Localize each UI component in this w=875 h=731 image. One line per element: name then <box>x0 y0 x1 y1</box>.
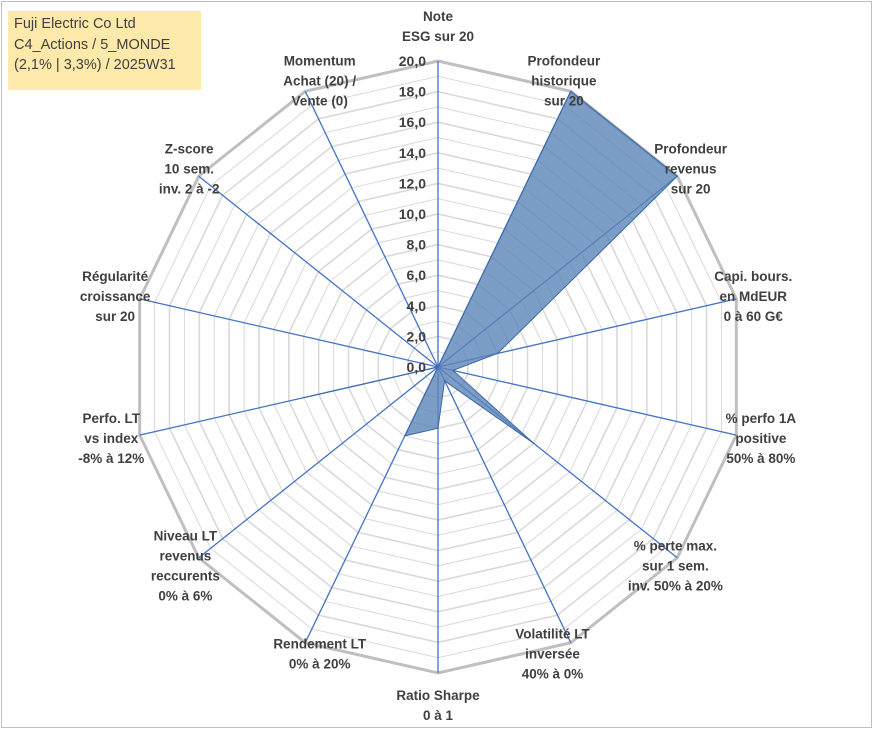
axis-label-line: Profondeur <box>528 54 601 69</box>
data-point <box>497 352 499 354</box>
axis-spoke <box>198 366 439 559</box>
axis-label-line: Momentum <box>284 54 356 69</box>
axis-label: Z-score 10 sem. inv. 2 à -2 <box>159 142 220 197</box>
axis-label: Profondeur historique sur 20 <box>528 54 601 109</box>
axis-label: % perfo 1A positive 50% à 80% <box>726 411 797 466</box>
title-line-3: (2,1% | 3,3%) / 2025W31 <box>14 57 176 73</box>
tick-label: 16,0 <box>399 114 426 130</box>
axis-label-line: Ratio Sharpe <box>396 688 480 703</box>
axis-label-line: sur 20 <box>671 182 711 197</box>
axis-label-line: Z-score <box>165 142 214 157</box>
axis-label-line: Volatilité LT <box>515 627 590 642</box>
axis-label-line: ESG sur 20 <box>402 29 474 44</box>
axis-label-line: revenus <box>665 162 717 177</box>
axis-label-line: 50% à 80% <box>726 451 795 466</box>
data-point <box>570 90 572 92</box>
tick-label: 12,0 <box>399 175 426 191</box>
tick-label: 0,0 <box>407 359 427 375</box>
axis-label-line: 0 à 1 <box>423 708 454 723</box>
tick-label: 10,0 <box>399 206 426 222</box>
radar-axis-labels: Note ESG sur 20 Profondeur historique sur 20… <box>78 9 796 723</box>
tick-label: 14,0 <box>399 145 426 161</box>
axis-label-line: Rendement LT <box>273 637 367 652</box>
tick-label: 20,0 <box>399 53 426 69</box>
axis-spoke <box>198 175 439 368</box>
axis-label-line: croissance <box>80 289 151 304</box>
axis-spoke <box>437 366 737 436</box>
axis-spoke <box>304 91 439 368</box>
axis-label-line: Achat (20) / <box>283 74 356 89</box>
axis-label: Perfo. LT vs index -8% à 12% <box>78 411 144 466</box>
axis-label: Capi. bours. en MdEUR 0 à 60 G€ <box>714 269 792 324</box>
axis-label: Volatilité LT inversée 40% à 0% <box>515 627 590 682</box>
axis-label-line: historique <box>531 74 597 89</box>
axis-label-line: 0% à 20% <box>289 657 351 672</box>
axis-label-line: revenus <box>160 548 212 563</box>
axis-spoke <box>437 366 572 643</box>
data-point <box>444 380 446 382</box>
axis-label: Rendement LT 0% à 20% <box>273 637 367 672</box>
axis-label-line: 10 sem. <box>164 162 214 177</box>
axis-label: Régularité croissance sur 20 <box>80 269 151 324</box>
axis-label-line: Note <box>423 9 453 24</box>
tick-label: 18,0 <box>399 84 426 100</box>
axis-label-line: 40% à 0% <box>522 667 584 682</box>
data-point <box>437 366 439 368</box>
axis-label-line: Capi. bours. <box>714 269 792 284</box>
axis-label-line: Vente (0) <box>292 94 348 109</box>
axis-label-line: 0% à 6% <box>158 588 212 603</box>
data-point <box>452 369 454 371</box>
title-line-1: Fuji Electric Co Ltd <box>14 16 136 32</box>
axis-spoke <box>139 298 439 368</box>
axis-label-line: en MdEUR <box>720 289 788 304</box>
title-line-2: C4_Actions / 5_MONDE <box>14 36 171 53</box>
axis-label-line: sur 20 <box>95 309 135 324</box>
axis-label-line: positive <box>735 431 787 446</box>
data-point <box>404 435 406 437</box>
chart-title-box: Fuji Electric Co Ltd C4_Actions / 5_MOND… <box>8 11 201 90</box>
data-point <box>676 175 678 177</box>
axis-label-line: sur 1 sem. <box>642 558 709 573</box>
axis-label: Niveau LT revenus reccurents 0% à 6% <box>151 528 220 603</box>
axis-label-line: Régularité <box>82 269 149 284</box>
radar-series <box>303 90 678 444</box>
series-area <box>303 90 678 444</box>
tick-label: 8,0 <box>407 237 427 253</box>
axis-label-line: reccurents <box>151 568 220 583</box>
axis-label-line: 0 à 60 G€ <box>724 309 784 324</box>
axis-label-line: % perte max. <box>634 538 717 553</box>
axis-label-line: Profondeur <box>654 142 727 157</box>
axis-label-line: vs index <box>84 431 139 446</box>
axis-label: Momentum Achat (20) / Vente (0) <box>283 54 356 109</box>
axis-label-line: inv. 2 à -2 <box>159 182 220 197</box>
axis-label-line: inversée <box>525 647 580 662</box>
axis-label: % perte max. sur 1 sem. inv. 50% à 20% <box>628 538 723 593</box>
data-point <box>303 397 305 399</box>
radar-tick-labels: 0,0 2,0 4,0 6,0 8,0 10,0 12,0 14,0 16,0 18,0 20,0 <box>399 53 426 375</box>
axis-label: Ratio Sharpe 0 à 1 <box>396 688 480 723</box>
data-point <box>533 442 535 444</box>
data-point <box>437 427 439 429</box>
axis-label-line: -8% à 12% <box>78 451 144 466</box>
tick-label: 6,0 <box>407 267 427 283</box>
axis-label: Profondeur revenus sur 20 <box>654 142 727 197</box>
tick-label: 2,0 <box>407 328 427 344</box>
axis-label-line: % perfo 1A <box>726 411 797 426</box>
axis-label-line: inv. 50% à 20% <box>628 578 723 593</box>
tick-label: 4,0 <box>407 298 427 314</box>
axis-label: Note ESG sur 20 <box>402 9 474 44</box>
axis-label-line: Niveau LT <box>154 528 218 543</box>
axis-label-line: sur 20 <box>544 94 584 109</box>
axis-label-line: Perfo. LT <box>83 411 141 426</box>
